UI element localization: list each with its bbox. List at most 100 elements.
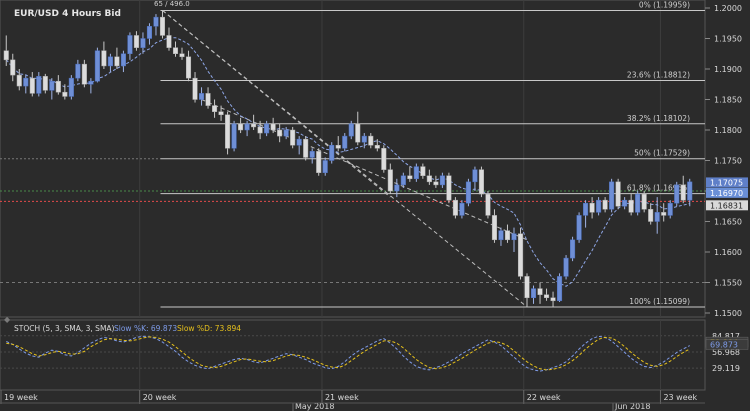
month-label: May 2018 bbox=[295, 402, 334, 411]
candle bbox=[596, 197, 602, 216]
candle bbox=[257, 120, 263, 140]
candle bbox=[498, 227, 504, 246]
x-tick-label: 22 week bbox=[527, 393, 561, 402]
y-tick-label: 1.1900 bbox=[714, 65, 742, 74]
candle bbox=[159, 10, 166, 39]
candle-body bbox=[342, 135, 348, 149]
osc-value-tag bbox=[705, 339, 749, 350]
candle bbox=[413, 163, 419, 182]
candle bbox=[16, 69, 22, 91]
candle bbox=[478, 166, 484, 198]
candle-body bbox=[172, 47, 179, 55]
candle-body bbox=[674, 184, 680, 204]
candle bbox=[251, 114, 257, 130]
candle bbox=[641, 191, 647, 213]
candle bbox=[622, 197, 628, 210]
candle-body bbox=[459, 202, 465, 216]
candle-body bbox=[374, 145, 380, 149]
candle-body bbox=[622, 199, 628, 207]
y-tick-label: 1.1850 bbox=[714, 96, 742, 105]
candle bbox=[368, 133, 374, 149]
oscillator-panel[interactable] bbox=[0, 319, 706, 391]
candle bbox=[88, 78, 94, 94]
fib-level-label: 50% (1.17529) bbox=[634, 149, 690, 158]
candle bbox=[472, 166, 478, 191]
candle bbox=[361, 133, 367, 149]
candle bbox=[140, 32, 146, 54]
osc-value-tag-text: 69.873 bbox=[710, 340, 738, 349]
candle-body bbox=[485, 193, 491, 216]
candle-body bbox=[557, 276, 563, 302]
trend-channel-lower bbox=[201, 99, 528, 241]
candle-body bbox=[166, 35, 172, 48]
candle-body bbox=[361, 135, 367, 143]
candle bbox=[322, 157, 328, 176]
y-tick-label: 1.1800 bbox=[714, 126, 742, 135]
candle bbox=[316, 148, 322, 176]
candle-body bbox=[10, 59, 16, 76]
candle-body bbox=[407, 175, 413, 180]
candle bbox=[537, 282, 543, 304]
candle-body bbox=[550, 297, 556, 302]
candle bbox=[511, 227, 517, 252]
candle-body bbox=[101, 50, 107, 67]
candle bbox=[3, 35, 9, 66]
candle-body bbox=[368, 135, 374, 146]
candle-body bbox=[570, 239, 576, 259]
candle-body bbox=[420, 166, 426, 177]
price-tag-text: 1.16831 bbox=[710, 201, 743, 210]
candle bbox=[374, 139, 380, 152]
candle-body bbox=[387, 169, 393, 192]
candle bbox=[563, 255, 569, 280]
x-tick-label: 21 week bbox=[325, 393, 359, 402]
candle bbox=[225, 111, 231, 155]
candle bbox=[407, 166, 413, 182]
candle-body bbox=[185, 56, 192, 79]
chart-title: EUR/USD 4 Hours Bid bbox=[14, 9, 121, 19]
candle-body bbox=[348, 123, 354, 137]
x-tick-label: 20 week bbox=[143, 393, 177, 402]
fib-level-label: 61.8% (1.16956) bbox=[627, 184, 690, 193]
stoch-d-line bbox=[6, 336, 690, 371]
candle bbox=[329, 142, 335, 164]
candle-body bbox=[596, 199, 602, 213]
candle bbox=[517, 227, 524, 280]
price-tag-text: 1.16970 bbox=[710, 189, 743, 198]
candle bbox=[62, 84, 68, 100]
candle-body bbox=[589, 202, 595, 213]
candle bbox=[433, 175, 439, 188]
candle bbox=[42, 73, 48, 94]
y-tick-label: 1.1950 bbox=[714, 35, 742, 44]
candle-body bbox=[107, 56, 113, 67]
candle bbox=[212, 99, 218, 118]
candle bbox=[244, 120, 250, 137]
candle-body bbox=[225, 114, 231, 149]
candle bbox=[55, 75, 61, 95]
stoch-k-line bbox=[6, 335, 690, 372]
candle-body bbox=[517, 233, 524, 277]
candle-body bbox=[680, 184, 686, 201]
price-tag bbox=[706, 177, 748, 188]
candle bbox=[296, 136, 302, 155]
candle-body bbox=[563, 257, 569, 277]
candle-body bbox=[335, 145, 341, 149]
candle-body bbox=[257, 126, 263, 134]
candle-body bbox=[661, 212, 667, 216]
candle bbox=[524, 273, 530, 307]
candle-body bbox=[264, 123, 270, 134]
candle-body bbox=[55, 80, 61, 93]
candle bbox=[68, 75, 74, 100]
candle bbox=[101, 41, 107, 69]
candle-body bbox=[244, 123, 250, 131]
price-tag-text: 1.17075 bbox=[710, 178, 743, 187]
candle-body bbox=[530, 288, 537, 299]
candle bbox=[485, 191, 491, 219]
candle-body bbox=[29, 77, 35, 94]
fib-level-label: 0% (1.19959) bbox=[639, 0, 690, 9]
candle-body bbox=[446, 175, 452, 201]
candle-body bbox=[88, 80, 94, 85]
candle-body bbox=[537, 288, 543, 295]
candle-body bbox=[277, 129, 283, 137]
